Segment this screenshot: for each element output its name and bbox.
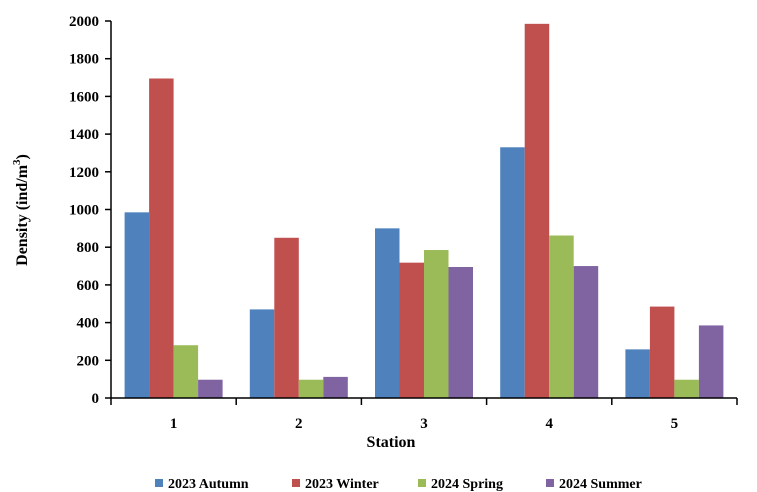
bar <box>424 250 449 398</box>
bar <box>375 228 400 398</box>
bar <box>500 147 525 398</box>
bar <box>124 212 150 398</box>
bar <box>524 23 550 399</box>
x-tick-label: 1 <box>170 416 178 432</box>
y-axis-title-close: ) <box>14 154 31 159</box>
x-tick-label: 2 <box>295 416 303 432</box>
legend-label: 2023 Autumn <box>168 477 249 492</box>
legend-label: 2024 Spring <box>431 477 503 492</box>
bar <box>399 262 424 398</box>
bar <box>274 237 299 398</box>
y-tick-label: 400 <box>77 316 100 332</box>
x-axis-title: Station <box>367 434 416 451</box>
y-tick-label: 0 <box>92 391 100 407</box>
x-tick-label: 3 <box>420 416 428 432</box>
y-axis-title: Density (ind/m3) <box>11 154 31 266</box>
bar <box>549 235 574 398</box>
bar <box>573 266 599 398</box>
legend-swatch <box>292 479 300 487</box>
bar <box>249 309 275 398</box>
legend-swatch <box>155 479 163 487</box>
legend-label: 2024 Summer <box>559 477 642 492</box>
y-axis-ticks: 0 200 400 600 800 1000 1200 1400 1600 1800 2000 <box>69 14 111 407</box>
bar <box>173 345 199 398</box>
bar <box>698 325 724 398</box>
bar <box>625 349 650 398</box>
y-tick-label: 800 <box>77 240 100 256</box>
bar <box>198 379 223 398</box>
legend: 2023 Autumn 2023 Winter 2024 Spring 2024 Su… <box>155 477 642 492</box>
legend-swatch <box>546 479 554 487</box>
bar <box>149 78 174 399</box>
bar <box>649 306 675 398</box>
y-tick-label: 2000 <box>69 14 99 30</box>
y-axis-title-sup: 3 <box>11 159 23 165</box>
y-tick-label: 1800 <box>69 52 99 68</box>
bar <box>323 376 348 398</box>
x-axis-ticks: 1 2 3 4 5 <box>110 398 738 432</box>
bars-group <box>124 23 724 399</box>
y-tick-label: 1000 <box>69 203 99 219</box>
x-tick-label: 4 <box>545 416 553 432</box>
y-tick-label: 600 <box>77 278 100 294</box>
y-tick-label: 200 <box>77 353 100 369</box>
y-tick-label: 1600 <box>69 89 99 105</box>
bar <box>298 379 324 398</box>
x-tick-label: 5 <box>671 416 679 432</box>
y-tick-label: 1400 <box>69 127 99 143</box>
legend-swatch <box>418 479 426 487</box>
bar <box>448 266 473 398</box>
bar <box>674 379 699 398</box>
y-tick-label: 1200 <box>69 165 99 181</box>
y-axis-title-main: Density (ind/m <box>14 164 31 266</box>
legend-label: 2023 Winter <box>305 477 379 492</box>
